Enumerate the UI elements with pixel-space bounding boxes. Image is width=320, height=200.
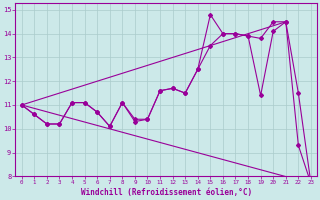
X-axis label: Windchill (Refroidissement éolien,°C): Windchill (Refroidissement éolien,°C): [81, 188, 252, 197]
